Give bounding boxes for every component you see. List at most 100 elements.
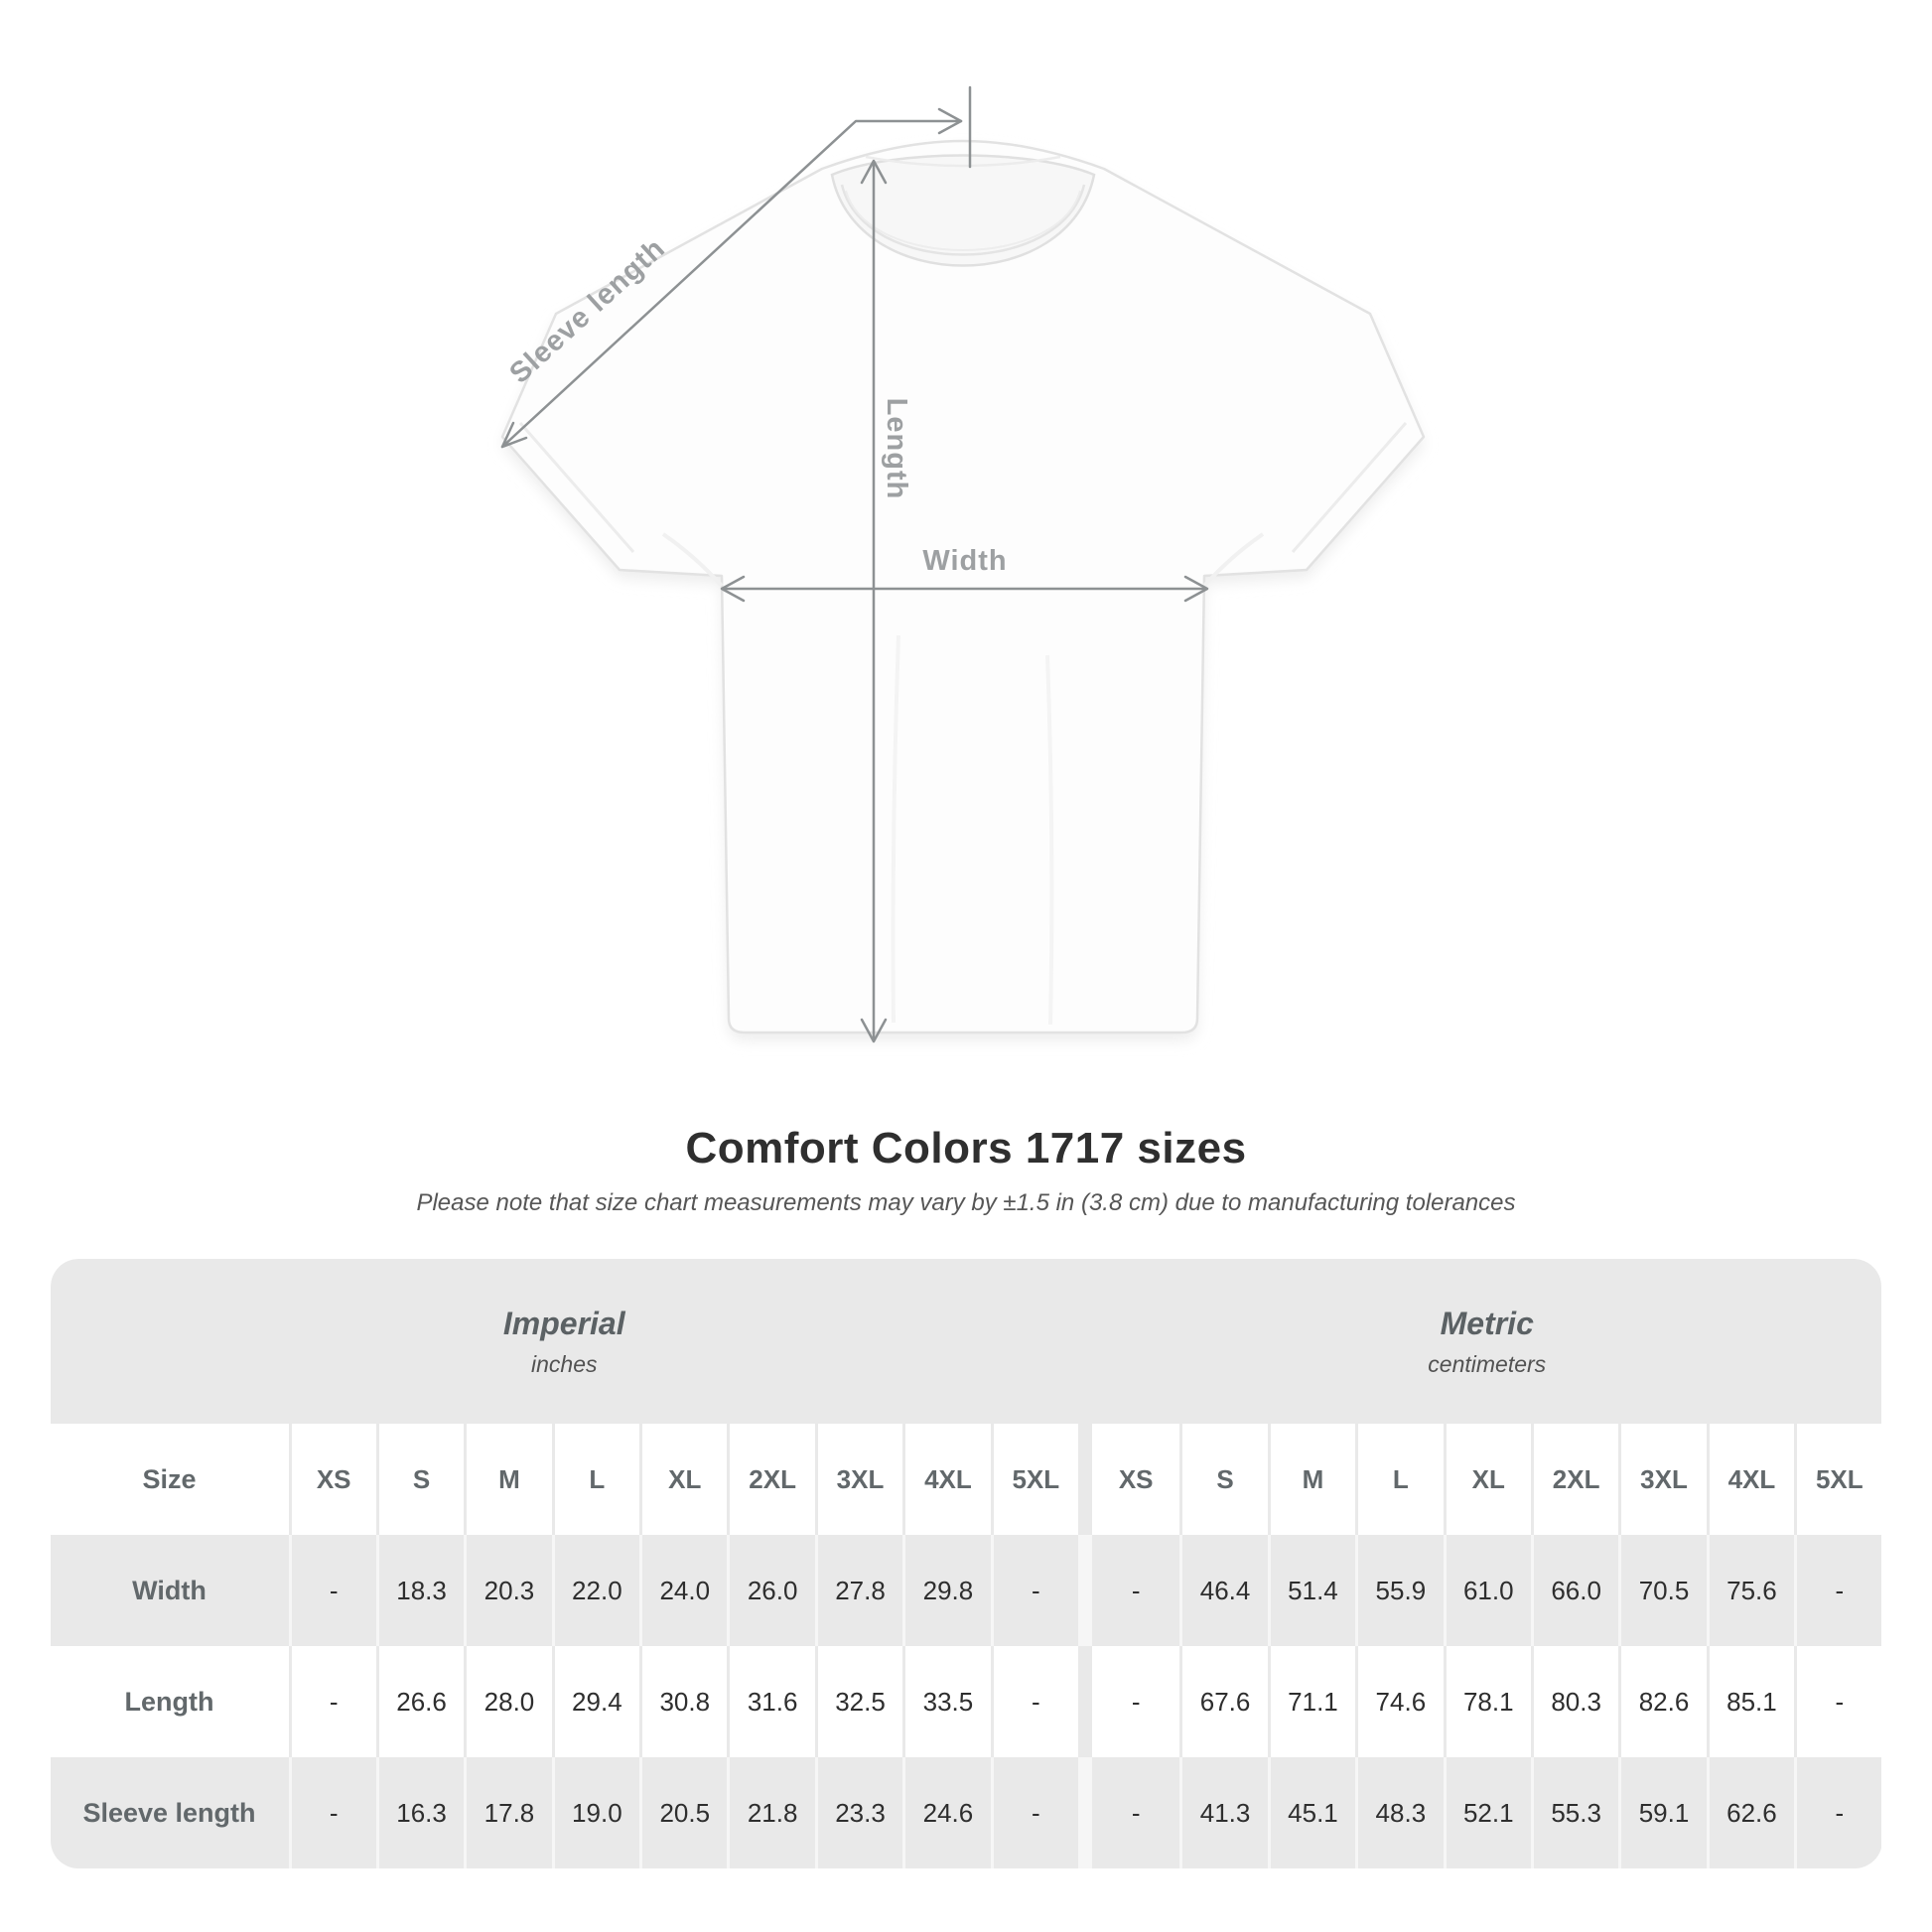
cell-imperial-S: S — [375, 1424, 465, 1535]
tshirt-diagram-svg: Sleeve length Length Width — [500, 85, 1426, 1043]
cell-metric-S: 46.4 — [1179, 1535, 1268, 1646]
metric-group-header: Metric centimeters — [1091, 1259, 1882, 1424]
cell-metric-4XL: 62.6 — [1706, 1757, 1795, 1868]
sleeve-length-arrowhead — [500, 421, 528, 449]
cell-imperial-5XL: - — [990, 1535, 1078, 1646]
cell-metric-XL: 61.0 — [1443, 1535, 1531, 1646]
cell-imperial-M: 20.3 — [464, 1535, 552, 1646]
cell-metric-M: 51.4 — [1267, 1535, 1356, 1646]
collar-stitch-line — [845, 190, 1081, 251]
cell-imperial-XL: XL — [639, 1424, 728, 1535]
cell-metric-5XL: - — [1794, 1757, 1882, 1868]
cell-metric-S: 67.6 — [1179, 1646, 1268, 1757]
size-column-header: Size — [50, 1424, 289, 1535]
cell-imperial-5XL: 5XL — [990, 1424, 1078, 1535]
cell-metric-4XL: 4XL — [1706, 1424, 1795, 1535]
cell-metric-M: 45.1 — [1267, 1757, 1356, 1868]
cell-metric-2XL: 66.0 — [1530, 1535, 1619, 1646]
cell-imperial-2XL: 31.6 — [727, 1646, 815, 1757]
width-arrowhead-left — [720, 575, 746, 603]
tshirt-graphic — [500, 139, 1426, 1035]
length-label: Length — [881, 398, 912, 500]
cell-metric-XS: - — [1091, 1535, 1180, 1646]
cell-metric-L: 55.9 — [1355, 1535, 1444, 1646]
cell-metric-5XL: - — [1794, 1535, 1882, 1646]
imperial-group-unit: inches — [531, 1350, 598, 1377]
cell-imperial-4XL: 33.5 — [902, 1646, 991, 1757]
group-gap — [1077, 1424, 1092, 1535]
width-arrowhead-right — [1183, 575, 1209, 603]
cell-metric-XS: - — [1091, 1646, 1180, 1757]
metric-group-title: Metric — [1440, 1305, 1534, 1341]
cell-metric-XL: XL — [1443, 1424, 1531, 1535]
length-arrowhead-bottom — [860, 1018, 888, 1043]
cell-metric-3XL: 3XL — [1618, 1424, 1707, 1535]
cell-imperial-4XL: 29.8 — [902, 1535, 991, 1646]
cell-imperial-4XL: 4XL — [902, 1424, 991, 1535]
cell-imperial-S: 18.3 — [375, 1535, 465, 1646]
tshirt-measurement-diagram: Sleeve length Length Width — [500, 85, 1426, 1043]
cell-metric-L: L — [1355, 1424, 1444, 1535]
right-underarm-crease — [1202, 532, 1265, 588]
row-label-length: Length — [50, 1646, 289, 1757]
cell-imperial-2XL: 21.8 — [727, 1757, 815, 1868]
cell-metric-3XL: 82.6 — [1618, 1646, 1707, 1757]
cell-imperial-3XL: 27.8 — [814, 1535, 903, 1646]
group-gap — [1077, 1646, 1092, 1757]
cell-imperial-XL: 30.8 — [639, 1646, 728, 1757]
sleeve-length-line — [500, 119, 963, 449]
cell-imperial-3XL: 32.5 — [814, 1646, 903, 1757]
imperial-group-header: Imperial inches — [50, 1259, 1078, 1424]
cell-imperial-L: 22.0 — [551, 1535, 640, 1646]
annotation-lines — [500, 85, 1209, 1043]
length-arrowhead-top — [860, 159, 888, 185]
cell-imperial-4XL: 24.6 — [902, 1757, 991, 1868]
collar-band-seam — [840, 184, 1086, 256]
cell-imperial-L: 19.0 — [551, 1757, 640, 1868]
cell-imperial-3XL: 23.3 — [814, 1757, 903, 1868]
imperial-group-title: Imperial — [502, 1305, 625, 1341]
group-header-gap — [1077, 1259, 1092, 1424]
left-cuff-seam — [518, 422, 635, 553]
cell-imperial-S: 16.3 — [375, 1757, 465, 1868]
group-gap — [1077, 1535, 1092, 1646]
size-chart-tolerance-note: Please note that size chart measurements… — [416, 1189, 1516, 1216]
body-crease-left — [891, 634, 900, 1024]
body-crease-right — [1045, 654, 1054, 1026]
cell-metric-XS: XS — [1091, 1424, 1180, 1535]
cell-imperial-M: 17.8 — [464, 1757, 552, 1868]
left-underarm-crease — [661, 532, 724, 588]
cell-imperial-XS: - — [288, 1757, 376, 1868]
cell-metric-4XL: 85.1 — [1706, 1646, 1795, 1757]
row-label-sleeve-length: Sleeve length — [50, 1757, 289, 1868]
cell-metric-XL: 78.1 — [1443, 1646, 1531, 1757]
cell-imperial-L: 29.4 — [551, 1646, 640, 1757]
cell-metric-3XL: 59.1 — [1618, 1757, 1707, 1868]
cell-metric-5XL: - — [1794, 1646, 1882, 1757]
cell-metric-2XL: 80.3 — [1530, 1646, 1619, 1757]
cell-imperial-XS: - — [288, 1535, 376, 1646]
cell-imperial-L: L — [551, 1424, 640, 1535]
sleeve-length-end-arrowhead — [937, 107, 963, 135]
cell-imperial-XS: XS — [288, 1424, 376, 1535]
group-gap — [1077, 1757, 1092, 1868]
cell-imperial-5XL: - — [990, 1757, 1078, 1868]
cell-imperial-3XL: 3XL — [814, 1424, 903, 1535]
cell-metric-M: M — [1267, 1424, 1356, 1535]
cell-metric-XL: 52.1 — [1443, 1757, 1531, 1868]
size-table: Imperial inches Metric centimeters Size X… — [50, 1259, 1882, 1868]
cell-imperial-2XL: 2XL — [727, 1424, 815, 1535]
cell-metric-L: 74.6 — [1355, 1646, 1444, 1757]
cell-imperial-2XL: 26.0 — [727, 1535, 815, 1646]
cell-metric-S: 41.3 — [1179, 1757, 1268, 1868]
cell-imperial-S: 26.6 — [375, 1646, 465, 1757]
back-collar-line — [865, 155, 1061, 168]
cell-metric-2XL: 2XL — [1530, 1424, 1619, 1535]
cell-imperial-XL: 24.0 — [639, 1535, 728, 1646]
cell-metric-4XL: 75.6 — [1706, 1535, 1795, 1646]
cell-metric-5XL: 5XL — [1794, 1424, 1882, 1535]
cell-imperial-XS: - — [288, 1646, 376, 1757]
cell-imperial-XL: 20.5 — [639, 1757, 728, 1868]
right-cuff-seam — [1291, 422, 1408, 553]
